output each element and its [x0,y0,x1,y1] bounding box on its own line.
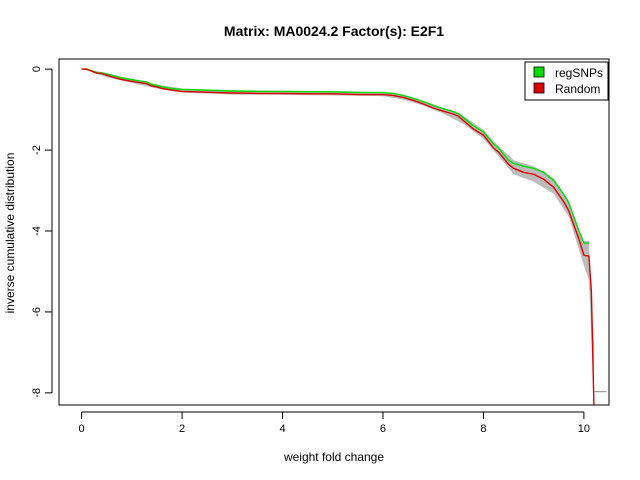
legend-swatch-random [533,82,545,94]
x-tick-label: 0 [79,423,85,435]
confidence-band-layer [81,69,594,401]
x-tick-label: 4 [279,423,285,435]
series-line-regsnps [81,68,589,244]
y-tick-label: -2 [31,145,43,155]
y-tick-label: -6 [31,307,43,317]
confidence-band [81,69,594,401]
x-tick-label: 6 [380,423,386,435]
x-tick-label: 8 [480,423,486,435]
legend: regSNPs Random [524,61,609,101]
chart-title: Matrix: MA0024.2 Factor(s): E2F1 [224,23,444,39]
y-axis: 0 -2 -4 -6 -8 [31,66,53,398]
plot-frame [58,58,610,406]
legend-label-random: Random [555,82,600,96]
x-axis: 0 2 4 6 8 10 [79,411,590,435]
legend-label-regsnps: regSNPs [555,66,603,80]
series-line-random [81,68,595,406]
y-tick-label: -4 [31,226,43,236]
x-tick-label: 2 [179,423,185,435]
x-tick-label: 10 [578,423,590,435]
y-axis-label: inverse cumulative distribution [3,153,17,314]
x-axis-label: weight fold change [283,450,384,464]
series-layer [81,68,607,406]
y-tick-label: -8 [31,388,43,398]
legend-swatch-regsnps [533,66,545,78]
y-tick-label: 0 [31,66,43,72]
